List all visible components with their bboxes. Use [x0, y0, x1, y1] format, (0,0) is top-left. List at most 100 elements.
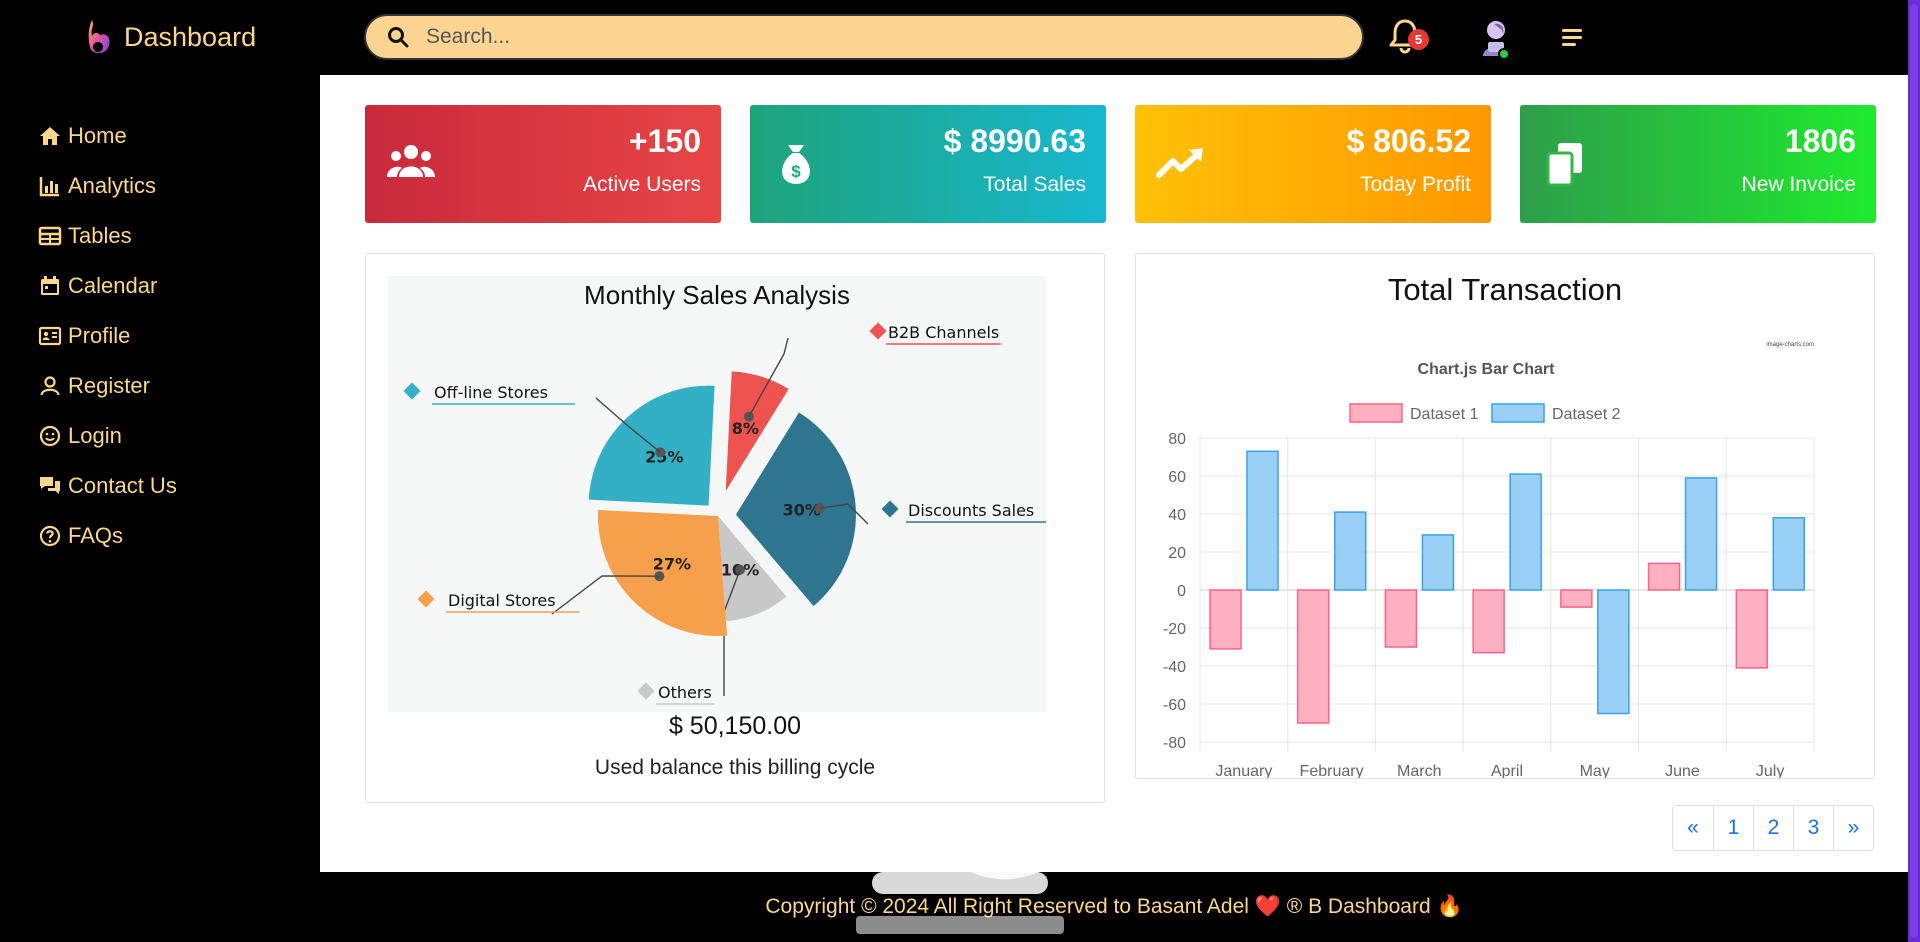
pagination-page-1[interactable]: 1 [1713, 806, 1753, 850]
smile-icon [39, 425, 61, 447]
question-circle-icon [39, 525, 61, 547]
stat-label: Total Sales [983, 173, 1086, 196]
pie-value-label: 27% [653, 554, 691, 573]
bell-icon[interactable] [1388, 18, 1422, 54]
users-icon [387, 145, 435, 177]
bar [1509, 473, 1542, 591]
trend-up-icon [1156, 148, 1203, 178]
pie-slice [725, 371, 789, 492]
table-icon [38, 226, 62, 246]
id-card-icon [38, 326, 62, 346]
y-tick-label: -20 [1163, 621, 1186, 638]
pie-leader-line [551, 575, 660, 615]
sidebar-item-label: Home [68, 123, 127, 148]
bar [1684, 477, 1718, 591]
bar [1647, 562, 1681, 591]
x-tick-label: April [1491, 763, 1523, 778]
sidebar: Home Analytics Tables Calendar Profile R… [0, 75, 320, 870]
search-input[interactable] [426, 25, 1326, 49]
pie-slice [735, 412, 856, 607]
sidebar-item-faqs[interactable]: FAQs [38, 523, 123, 549]
chart-subtitle: Chart.js Bar Chart [1418, 361, 1556, 378]
y-tick-label: 60 [1168, 469, 1186, 486]
pie-chart-panel: Monthly Sales Analysis 8% B2B Channels 30%… [388, 276, 1046, 712]
pie-category-label: Discounts Sales [908, 501, 1034, 520]
stat-label: Active Users [583, 173, 701, 196]
stat-card-new-invoice[interactable]: 1806 New Invoice [1520, 105, 1876, 223]
balance-amount: $ 50,150.00 [668, 712, 802, 740]
footer-copyright: Copyright © 2024 All Right Reserved to B… [765, 895, 1463, 918]
bar [1560, 589, 1593, 608]
money-bag-icon: $ [782, 145, 810, 184]
sidebar-item-label: Calendar [68, 273, 158, 298]
pie-category-label: Others [658, 683, 712, 702]
menu-toggle-icon[interactable] [1560, 26, 1584, 48]
pie-value-label: 30% [783, 501, 821, 520]
bar [1209, 589, 1242, 650]
stat-value: $ 8990.63 [943, 123, 1086, 159]
x-tick-label: July [1756, 763, 1784, 778]
legend-label: Dataset 1 [1410, 406, 1479, 423]
sidebar-item-label: Login [68, 423, 122, 448]
sidebar-item-tables[interactable]: Tables [38, 223, 132, 249]
sidebar-item-calendar[interactable]: Calendar [38, 273, 157, 299]
scrollbar-thumb[interactable] [1910, 4, 1918, 938]
brand-logo-icon [88, 20, 110, 54]
chart-title: Monthly Sales Analysis [584, 280, 850, 310]
sidebar-item-label: Analytics [68, 173, 157, 198]
legend-marker [881, 500, 899, 518]
stat-value: +150 [628, 123, 701, 159]
bar [1421, 534, 1455, 591]
calendar-icon [41, 276, 59, 295]
pagination-page-3[interactable]: 3 [1793, 806, 1833, 850]
sidebar-item-login[interactable]: Login [38, 423, 122, 449]
stat-value: $ 806.52 [1346, 123, 1471, 159]
bar [1772, 517, 1806, 591]
stat-card-total-sales[interactable]: $ $ 8990.63 Total Sales [750, 105, 1106, 223]
notification-badge: 5 [1408, 29, 1429, 50]
legend-swatch [1349, 403, 1403, 423]
sidebar-item-register[interactable]: Register [38, 373, 150, 399]
sidebar-item-analytics[interactable]: Analytics [38, 173, 156, 199]
stat-label: New Invoice [1741, 173, 1856, 196]
x-tick-label: March [1397, 763, 1441, 778]
search-bar [364, 14, 1364, 60]
pagination: « 1 2 3 » [1672, 805, 1874, 851]
bar [1472, 589, 1505, 654]
sidebar-item-home[interactable]: Home [38, 123, 127, 149]
stat-card-active-users[interactable]: +150 Active Users [365, 105, 721, 223]
pagination-next[interactable]: » [1833, 806, 1873, 850]
user-icon [40, 376, 60, 396]
legend-label: Dataset 2 [1552, 406, 1621, 423]
pie-leader-line [819, 503, 869, 525]
pagination-page-2[interactable]: 2 [1753, 806, 1793, 850]
copy-icon [1546, 143, 1582, 187]
x-tick-label: May [1580, 763, 1610, 778]
pie-category-label: Off-line Stores [434, 383, 548, 402]
y-tick-label: -80 [1163, 735, 1186, 752]
sidebar-item-label: FAQs [68, 523, 124, 548]
y-tick-label: -40 [1163, 659, 1186, 676]
pie-leader-line [595, 397, 661, 453]
sidebar-item-profile[interactable]: Profile [38, 323, 130, 349]
legend-swatch [1491, 403, 1545, 423]
y-tick-label: 0 [1177, 583, 1186, 600]
pagination-prev[interactable]: « [1673, 806, 1713, 850]
stat-card-today-profit[interactable]: $ 806.52 Today Profit [1135, 105, 1491, 223]
stat-value: 1806 [1784, 123, 1856, 159]
bar [1735, 589, 1769, 669]
bar [1333, 511, 1367, 591]
chart-watermark: image-charts.com [1766, 342, 1814, 348]
home-icon [40, 127, 60, 145]
pie-slice [718, 516, 787, 622]
brand[interactable]: Dashboard [86, 18, 256, 56]
pie-value-label: 25% [645, 448, 683, 467]
bar-chart: Chart.js Bar Chart image-charts.com Datase… [1163, 342, 1815, 778]
sidebar-item-contact-us[interactable]: Contact Us [38, 473, 177, 499]
search-icon[interactable] [386, 25, 410, 49]
pie-leader-dot [654, 571, 665, 582]
sidebar-item-label: Contact Us [68, 473, 177, 498]
bar [1384, 589, 1418, 648]
brand-name: Dashboard [124, 21, 257, 52]
